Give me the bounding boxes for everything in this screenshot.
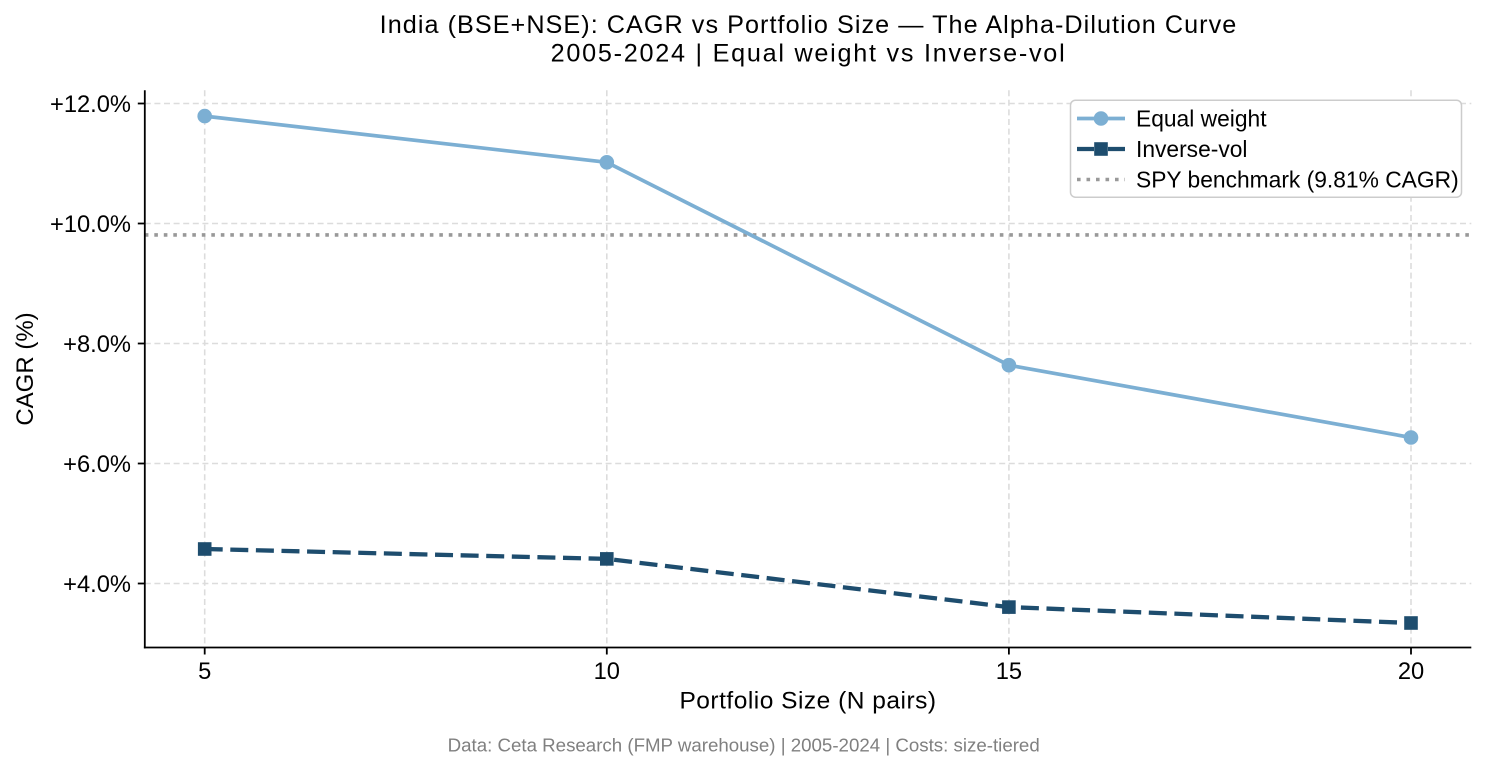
svg-text:+6.0%: +6.0% [63,452,131,478]
svg-text:15: 15 [996,659,1022,685]
svg-text:2005-2024 | Equal weight vs In: 2005-2024 | Equal weight vs Inverse-vol [551,40,1067,68]
svg-text:5: 5 [198,659,211,685]
svg-text:+4.0%: +4.0% [63,572,131,598]
svg-text:Equal weight: Equal weight [1136,105,1267,131]
svg-text:India (BSE+NSE): CAGR vs Portf: India (BSE+NSE): CAGR vs Portfolio Size … [380,11,1238,39]
svg-text:20: 20 [1398,659,1424,685]
svg-text:+12.0%: +12.0% [50,92,131,118]
svg-text:Data: Ceta Research (FMP wareh: Data: Ceta Research (FMP warehouse) | 20… [448,734,1040,755]
svg-text:+10.0%: +10.0% [50,212,131,238]
svg-text:Portfolio Size (N pairs): Portfolio Size (N pairs) [679,687,936,714]
svg-text:+8.0%: +8.0% [63,332,131,358]
svg-text:10: 10 [594,659,620,685]
svg-text:Inverse-vol: Inverse-vol [1136,136,1248,162]
svg-text:CAGR (%): CAGR (%) [12,312,39,425]
svg-text:SPY benchmark (9.81% CAGR): SPY benchmark (9.81% CAGR) [1136,166,1459,192]
